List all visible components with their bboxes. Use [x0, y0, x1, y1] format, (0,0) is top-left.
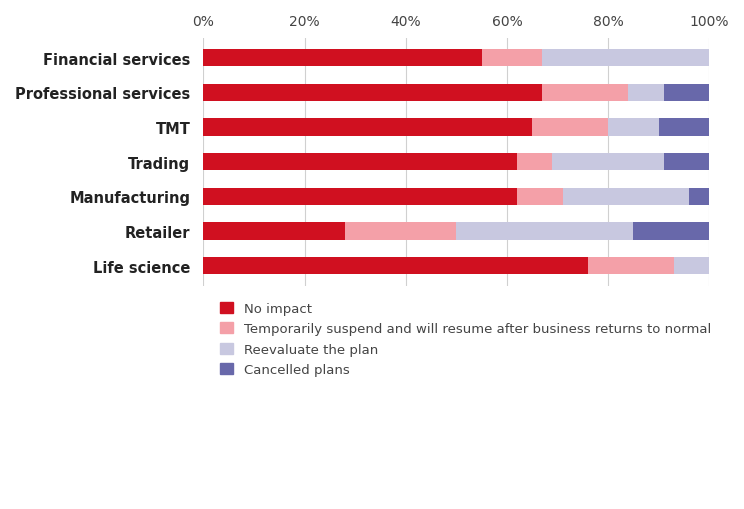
Legend: No impact, Temporarily suspend and will resume after business returns to normal,: No impact, Temporarily suspend and will … [220, 302, 711, 376]
Bar [203, 84, 542, 102]
Bar [203, 258, 588, 275]
Bar [689, 188, 709, 206]
Bar [588, 258, 674, 275]
Bar [481, 50, 542, 67]
Bar [553, 154, 664, 171]
Bar [674, 258, 709, 275]
Bar [203, 119, 532, 136]
Bar [562, 188, 689, 206]
Bar [664, 154, 709, 171]
Bar [345, 223, 456, 240]
Bar [542, 50, 709, 67]
Bar [542, 84, 629, 102]
Bar [517, 154, 553, 171]
Bar [203, 188, 517, 206]
Bar [608, 119, 658, 136]
Bar [532, 119, 608, 136]
Bar [203, 223, 345, 240]
Bar [658, 119, 709, 136]
Bar [517, 188, 562, 206]
Bar [633, 223, 709, 240]
Bar [664, 84, 709, 102]
Bar [203, 50, 481, 67]
Bar [203, 154, 517, 171]
Bar [456, 223, 633, 240]
Bar [629, 84, 664, 102]
